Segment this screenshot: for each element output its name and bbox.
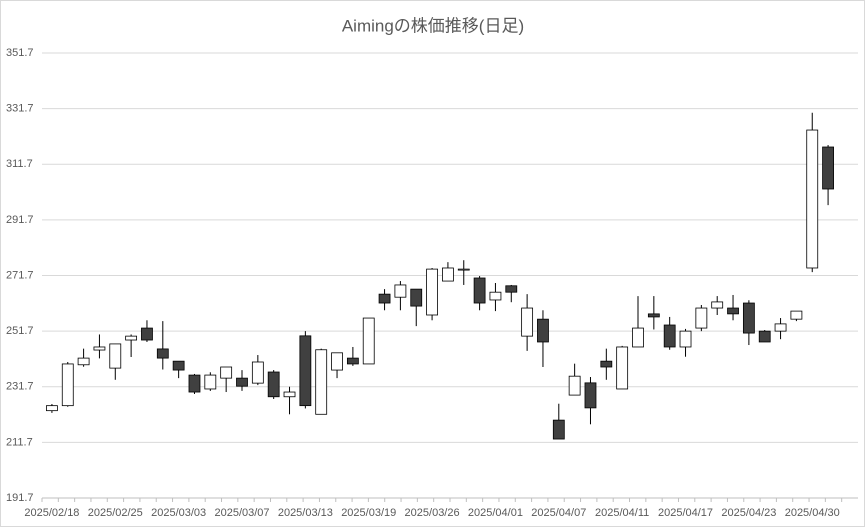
- candle-body: [378, 293, 391, 304]
- candle-body: [125, 335, 138, 341]
- x-tick-label: 2025/02/18: [24, 507, 79, 519]
- candle-body: [61, 363, 74, 407]
- y-tick-label: 271.7: [6, 269, 34, 281]
- candle-body: [742, 302, 755, 334]
- x-tick-label: 2025/03/03: [151, 507, 206, 519]
- candle-body: [647, 313, 660, 318]
- candle-body: [188, 374, 201, 393]
- x-tick-label: 2025/03/19: [341, 507, 396, 519]
- candle-body: [93, 346, 106, 351]
- y-tick-label: 251.7: [6, 325, 34, 337]
- candle-body: [457, 268, 470, 271]
- chart-title: Aimingの株価推移(日足): [342, 16, 524, 35]
- candle-body: [236, 377, 248, 387]
- candle-body: [505, 285, 518, 293]
- candle-body: [141, 327, 153, 341]
- candle-body: [473, 277, 486, 304]
- x-tick-label: 2025/04/17: [658, 507, 713, 519]
- candle-body: [727, 307, 739, 315]
- x-tick-label: 2025/04/01: [468, 507, 523, 519]
- candle-body: [77, 357, 90, 366]
- candle-body: [774, 323, 787, 332]
- y-tick-label: 291.7: [6, 214, 34, 226]
- candle-body: [220, 366, 233, 379]
- x-tick-label: 2025/03/07: [214, 507, 269, 519]
- candle-body: [521, 307, 534, 337]
- candle-body: [204, 374, 217, 390]
- y-tick-label: 191.7: [6, 492, 34, 504]
- x-tick-label: 2025/04/11: [595, 507, 649, 519]
- candle-body: [346, 357, 359, 365]
- candle-body: [251, 361, 264, 384]
- candle-body: [584, 382, 597, 409]
- candle-body: [299, 335, 312, 407]
- candle-body: [806, 129, 819, 269]
- candle-body: [267, 371, 280, 398]
- candle-body: [568, 375, 581, 396]
- candle-body: [156, 348, 169, 359]
- candle-body: [822, 146, 834, 190]
- candle-body: [679, 330, 692, 348]
- candle-body: [46, 405, 58, 412]
- x-tick-label: 2025/04/23: [721, 507, 776, 519]
- candle-body: [632, 327, 644, 348]
- candle-body: [442, 267, 454, 282]
- x-tick-label: 2025/02/25: [88, 507, 143, 519]
- candle-body: [758, 330, 771, 343]
- candle-body: [172, 360, 185, 371]
- candle-body: [695, 307, 708, 329]
- candle-body: [616, 346, 629, 390]
- x-tick-label: 2025/04/30: [785, 507, 840, 519]
- candle-body: [283, 391, 296, 398]
- x-tick-label: 2025/03/13: [278, 507, 333, 519]
- candle-body: [537, 318, 549, 343]
- candle-body: [552, 419, 565, 440]
- candle-body: [600, 360, 613, 368]
- y-tick-label: 351.7: [6, 47, 34, 59]
- candle-body: [663, 324, 676, 348]
- candle-body: [109, 343, 122, 369]
- candle-body: [489, 291, 502, 301]
- candle-body: [410, 288, 423, 307]
- x-tick-label: 2025/04/07: [531, 507, 586, 519]
- y-tick-label: 211.7: [6, 436, 33, 448]
- candle-body: [362, 317, 375, 365]
- x-tick-label: 2025/03/26: [405, 507, 460, 519]
- candle-body: [790, 310, 803, 320]
- candle-body: [711, 301, 724, 309]
- y-tick-label: 231.7: [6, 381, 34, 393]
- y-tick-label: 311.7: [6, 158, 33, 170]
- candle-body: [394, 284, 407, 298]
- candle-body: [331, 352, 343, 371]
- candle-body: [315, 349, 328, 415]
- candle-body: [426, 268, 438, 316]
- y-tick-label: 331.7: [6, 103, 34, 115]
